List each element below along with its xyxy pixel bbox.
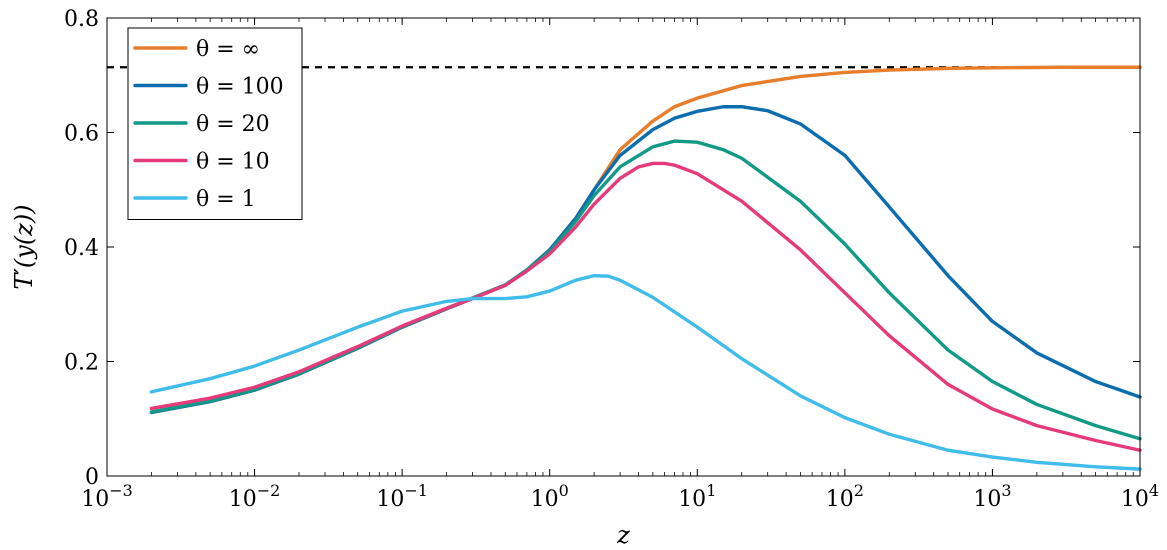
legend-box [127,27,303,220]
x-tick-label-7: 104 [1121,481,1159,512]
legend-label-1: θ = 100 [196,75,284,100]
x-tick-label-6: 103 [973,481,1011,512]
tick-layer: 10−3 10−2 10−1 100 101 102 103 104 0 0.2 0.4 0.6 0.8 [64,7,1159,512]
y-tick-label-3: 0.6 [64,122,99,147]
axis-label-layer: z T′(y(z)) [10,204,630,549]
series-layer [149,65,1142,471]
legend-label-4: θ = 1 [196,187,256,212]
x-tick-label-0: 10−3 [81,481,133,512]
y-tick-label-4: 0.8 [64,7,99,32]
x-axis-label: z [616,521,630,549]
y-tick-label-1: 0.2 [64,351,99,376]
legend-label-0: θ = ∞ [196,37,260,62]
x-tick-label-4: 101 [678,481,716,512]
x-tick-label-2: 10−1 [376,481,428,512]
legend-layer: θ = ∞ θ = 100 θ = 20 θ = 10 θ = 1 [127,27,303,220]
legend-label-3: θ = 10 [196,150,270,175]
x-tick-label-1: 10−2 [229,481,281,512]
y-tick-label-0: 0 [85,465,99,490]
series-line-4 [149,273,1142,471]
series-line-3 [149,161,1142,452]
y-axis-label: T′(y(z)) [10,204,38,289]
y-tick-label-2: 0.4 [64,236,99,261]
x-tick-label-3: 100 [531,481,569,512]
legend-label-2: θ = 20 [196,112,270,137]
x-tick-label-5: 102 [826,481,864,512]
